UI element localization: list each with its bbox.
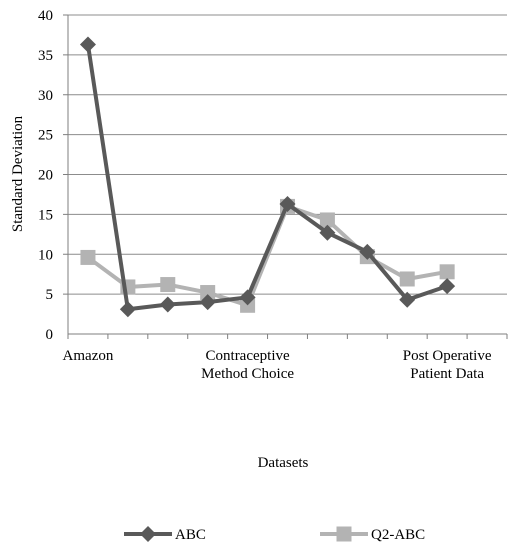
series-line — [85, 44, 448, 312]
data-point — [239, 289, 256, 306]
data-point — [80, 249, 96, 265]
gridlines — [68, 14, 507, 295]
data-point — [159, 296, 176, 313]
legend-item: ABC — [124, 526, 206, 543]
legend-item: Q2-ABC — [320, 526, 425, 543]
x-category-label: Method Choice — [201, 366, 294, 382]
data-point — [359, 243, 376, 260]
data-point — [79, 36, 96, 53]
x-category-label: Contraceptive — [206, 348, 290, 364]
data-point — [279, 196, 296, 213]
series-abc — [79, 36, 456, 318]
data-point — [160, 277, 176, 293]
data-point — [439, 264, 455, 280]
y-tick-label: 30 — [38, 88, 53, 104]
data-point — [439, 278, 456, 295]
data-point — [319, 212, 335, 228]
x-category-label: Amazon — [63, 348, 114, 364]
legend-marker — [140, 526, 156, 542]
legend-marker — [336, 526, 352, 542]
y-tick-label: 10 — [38, 247, 53, 263]
y-tick-label: 20 — [38, 168, 53, 184]
y-tick-labels: 0 5 10 15 20 25 30 35 40 — [38, 8, 53, 343]
legend: ABC Q2-ABC — [124, 526, 425, 543]
x-category-label: Post Operative — [403, 348, 492, 364]
y-tick-label: 35 — [38, 48, 53, 64]
y-tick-label: 40 — [38, 8, 53, 24]
data-point — [399, 271, 415, 287]
x-category-labels: Amazon Contraceptive Method Choice Post Ope… — [63, 348, 492, 382]
axes — [63, 14, 508, 339]
data-point — [199, 294, 216, 311]
legend-label: Q2-ABC — [371, 527, 425, 543]
data-point — [399, 291, 416, 308]
series-group — [79, 36, 456, 318]
data-point — [119, 301, 136, 318]
y-axis-title: Standard Deviation — [10, 115, 26, 232]
y-tick-label: 0 — [46, 327, 54, 343]
data-point — [200, 285, 216, 301]
x-category-label: Patient Data — [410, 366, 484, 382]
data-point — [319, 224, 336, 241]
y-tick-label: 5 — [46, 287, 54, 303]
series-line — [86, 204, 448, 308]
series-q2-abc — [80, 198, 455, 313]
x-axis-title: Datasets — [258, 455, 309, 471]
legend-label: ABC — [175, 527, 206, 543]
y-tick-label: 15 — [38, 207, 53, 223]
y-tick-label: 25 — [38, 128, 53, 144]
